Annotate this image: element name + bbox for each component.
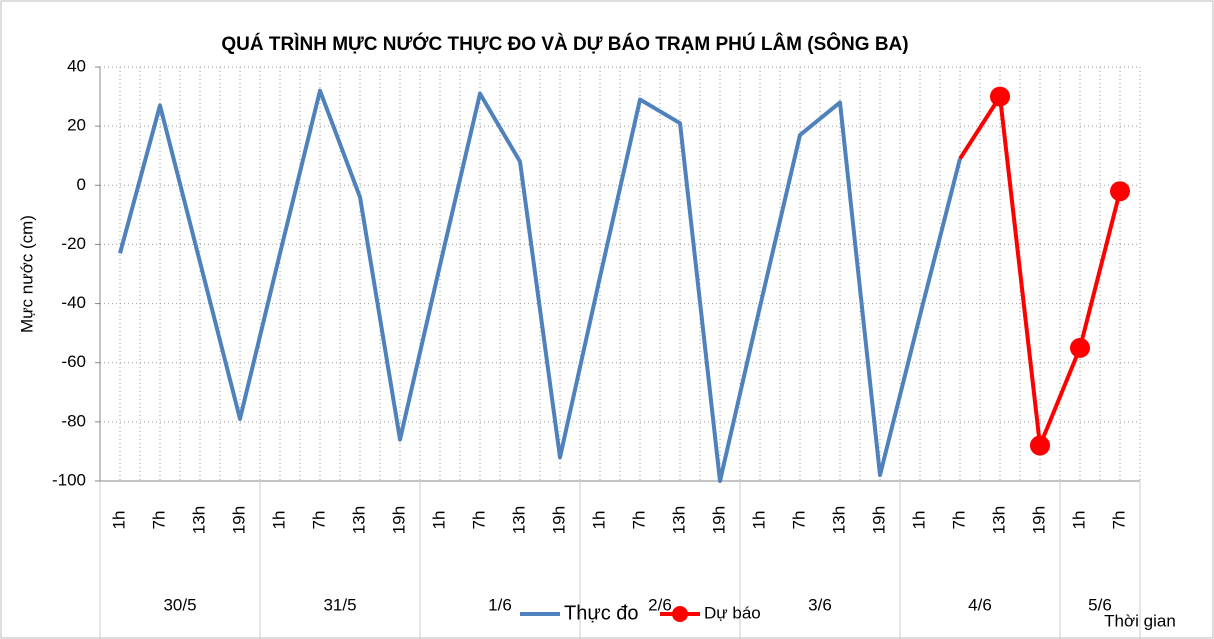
x-tick-label: 1h	[749, 511, 768, 530]
y-axis-label: Mực nước (cm)	[17, 215, 36, 333]
x-tick-label: 13h	[509, 506, 528, 534]
legend-marker	[672, 606, 688, 622]
group-label: 30/5	[163, 595, 196, 614]
x-tick-label: 13h	[669, 506, 688, 534]
y-tick-label: -100	[52, 470, 86, 489]
group-label: 3/6	[808, 595, 832, 614]
y-tick-label: 40	[67, 56, 86, 75]
x-tick-label: 7h	[149, 511, 168, 530]
y-tick-label: 20	[67, 116, 86, 135]
x-tick-label: 7h	[789, 511, 808, 530]
chart-title: QUÁ TRÌNH MỰC NƯỚC THỰC ĐO VÀ DỰ BÁO TRẠ…	[221, 33, 908, 55]
group-label: 4/6	[968, 595, 992, 614]
x-tick-label: 7h	[309, 511, 328, 530]
series-marker	[1070, 337, 1090, 358]
y-tick-label: -60	[61, 352, 86, 371]
series-marker	[1030, 435, 1050, 456]
x-tick-label: 19h	[229, 506, 248, 534]
y-tick-label: -40	[61, 293, 86, 312]
y-tick-label: -20	[61, 234, 86, 253]
x-tick-label: 7h	[949, 511, 968, 530]
x-tick-label: 1h	[269, 511, 288, 530]
x-tick-label: 19h	[389, 506, 408, 534]
y-tick-label: 0	[77, 175, 86, 194]
x-tick-label: 13h	[349, 506, 368, 534]
x-tick-label: 7h	[469, 511, 488, 530]
x-tick-label: 19h	[1029, 506, 1048, 534]
x-tick-label: 1h	[909, 511, 928, 530]
y-tick-label: -80	[61, 411, 86, 430]
x-tick-label: 1h	[429, 511, 448, 530]
x-tick-label: 19h	[549, 506, 568, 534]
group-label: 31/5	[323, 595, 356, 614]
series-marker	[990, 86, 1010, 107]
x-tick-label: 13h	[829, 506, 848, 534]
group-label: 2/6	[648, 595, 672, 614]
x-tick-label: 1h	[1069, 511, 1088, 530]
series-marker	[1110, 181, 1130, 202]
x-tick-label: 19h	[709, 506, 728, 534]
x-tick-label: 7h	[629, 511, 648, 530]
x-tick-label: 13h	[189, 506, 208, 534]
legend-label: Dự báo	[704, 603, 761, 622]
x-tick-label: 13h	[989, 506, 1008, 534]
x-tick-label: 7h	[1109, 511, 1128, 530]
group-label: 5/6	[1088, 595, 1112, 614]
series-line	[118, 88, 962, 483]
x-tick-label: 1h	[589, 511, 608, 530]
x-tick-label: 1h	[109, 511, 128, 530]
x-tick-label: 19h	[869, 506, 888, 534]
group-label: 1/6	[488, 595, 512, 614]
legend-label: Thực đo	[564, 602, 639, 624]
